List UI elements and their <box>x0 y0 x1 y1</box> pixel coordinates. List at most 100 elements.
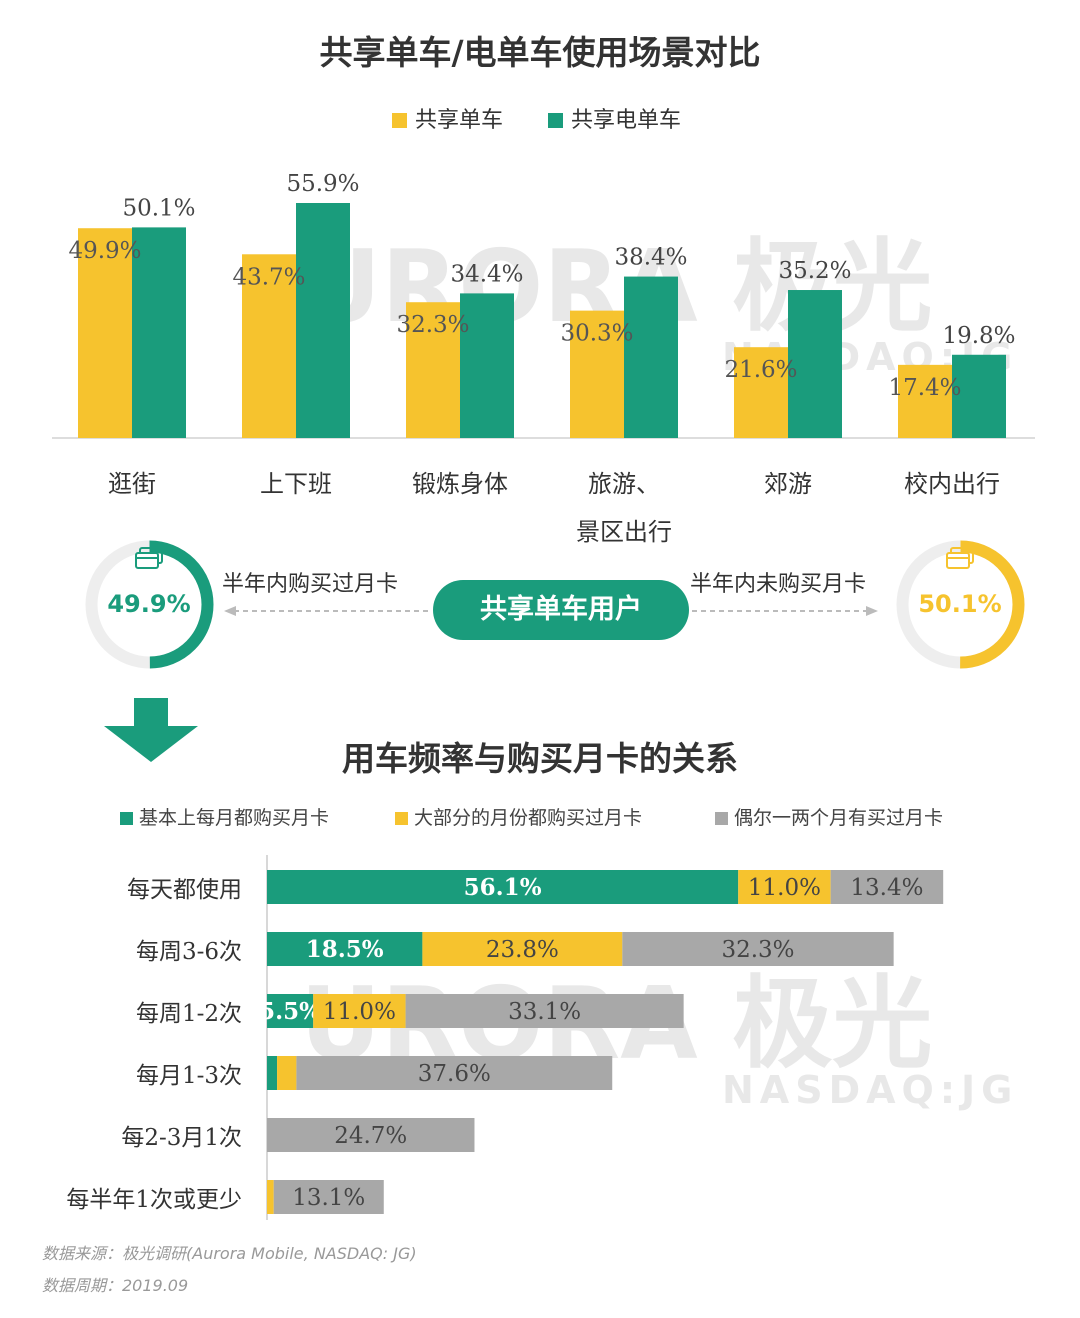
category-label: 逛街 <box>108 470 156 498</box>
bar-ebike <box>624 276 678 438</box>
data-label-bike: 30.3% <box>560 321 633 347</box>
segment-1 <box>277 1056 297 1090</box>
category-label: 景区出行 <box>576 518 672 546</box>
dashed-arrow-left <box>224 606 430 616</box>
segment-label: 11.0% <box>323 999 396 1025</box>
segment-0 <box>267 994 314 1028</box>
segment-1 <box>313 994 406 1028</box>
data-label-bike: 43.7% <box>232 264 305 290</box>
data-label-ebike: 34.4% <box>450 261 523 287</box>
segment-label: 37.6% <box>418 1061 491 1087</box>
row-label-1-3-month: 每月1-3次 <box>135 1063 242 1089</box>
segment-label: 32.3% <box>721 937 794 963</box>
legend-swatch-yellow <box>395 812 408 825</box>
caption-not-purchased: 半年内未购买月卡 <box>690 572 867 597</box>
row-label-daily: 每天都使用 <box>127 877 242 903</box>
shared-bike-users-pill: 共享单车用户 <box>433 580 689 640</box>
caption-purchased: 半年内购买过月卡 <box>222 572 399 597</box>
segment-0 <box>267 870 739 904</box>
segment-2 <box>830 870 944 904</box>
bar-ebike <box>952 354 1006 438</box>
category-label: 锻炼身体 <box>412 470 508 498</box>
chart-title-top: 共享单车/电单车使用场景对比 <box>319 33 761 72</box>
segment-2 <box>267 1118 475 1152</box>
donut-left-value: 49.9% <box>107 590 191 618</box>
legend-label: 基本上每月都购买月卡 <box>139 807 330 829</box>
segment-label: 13.4% <box>850 875 923 901</box>
data-source: 数据来源：极光调研(Aurora Mobile, NASDAQ: JG) <box>42 1244 417 1263</box>
segment-label: 5.5% <box>259 998 321 1025</box>
bar-bike <box>570 310 624 438</box>
data-label-ebike: 38.4% <box>614 245 687 271</box>
row-label-half-year: 每半年1次或更少 <box>66 1187 242 1213</box>
card-icon-left <box>133 545 167 573</box>
legend-label: 共享单车 <box>415 108 504 133</box>
row-label-2-3-month: 每2-3月1次 <box>121 1125 242 1151</box>
watermark-sub-bottom: NASDAQ:JG <box>722 1068 1019 1112</box>
legend-item-shared-ebike: 共享电单车 <box>548 102 681 134</box>
legend-swatch-yellow <box>392 113 407 128</box>
segment-label: 33.1% <box>508 999 581 1025</box>
segment-label: 18.5% <box>306 936 384 963</box>
donut-purchased <box>85 540 214 669</box>
bar-ebike <box>460 293 514 438</box>
legend-label: 共享电单车 <box>571 108 682 133</box>
data-period: 数据周期：2019.09 <box>42 1276 189 1295</box>
data-label-bike: 17.4% <box>888 375 961 401</box>
segment-label: 11.0% <box>748 875 821 901</box>
segment-2 <box>405 994 684 1028</box>
donut-arc <box>149 540 214 669</box>
bar-ebike <box>788 290 842 438</box>
segment-2 <box>622 932 894 966</box>
data-label-bike: 49.9% <box>68 238 141 264</box>
legend-swatch-green <box>120 812 133 825</box>
donut-not-purchased <box>896 540 1025 669</box>
bar-bike <box>406 302 460 438</box>
legend-swatch-green <box>548 113 563 128</box>
bar-bike <box>898 364 952 438</box>
bar-bike <box>242 254 296 438</box>
row-label-1-2-week: 每周1-2次 <box>135 1001 242 1027</box>
bar-bike <box>78 228 132 438</box>
category-label: 旅游、 <box>588 470 660 498</box>
data-label-bike: 21.6% <box>724 357 797 383</box>
segment-label: 13.1% <box>292 1185 365 1211</box>
segment-0 <box>267 1056 278 1090</box>
segment-2 <box>273 1180 384 1214</box>
segment-1 <box>422 932 623 966</box>
category-label: 郊游 <box>764 470 812 498</box>
legend-item-occasional: 偶尔一两个月有买过月卡 <box>715 803 943 830</box>
legend-label: 偶尔一两个月有买过月卡 <box>734 807 944 829</box>
chart-title-bottom: 用车频率与购买月卡的关系 <box>342 739 738 778</box>
category-label: 上下班 <box>260 470 332 498</box>
dashed-arrow-right <box>692 606 878 616</box>
legend-label: 大部分的月份都购买过月卡 <box>414 807 643 829</box>
bar-ebike <box>296 203 350 438</box>
category-label: 校内出行 <box>904 470 1000 498</box>
bar-bike <box>734 347 788 438</box>
card-icon-right <box>944 545 978 573</box>
data-label-ebike: 19.8% <box>942 323 1015 349</box>
segment-label: 24.7% <box>334 1123 407 1149</box>
legend-item-shared-bike: 共享单车 <box>392 102 503 134</box>
data-label-bike: 32.3% <box>396 312 469 338</box>
data-label-ebike: 55.9% <box>286 171 359 197</box>
frequency-stacked-bar-chart: 56.1% 11.0% 13.4%18.5% 23.8% 32.3%5.5% 11.0% 3… <box>259 855 944 1220</box>
segment-1 <box>267 1180 274 1214</box>
segment-label: 23.8% <box>486 937 559 963</box>
data-label-ebike: 50.1% <box>122 195 195 221</box>
data-label-ebike: 35.2% <box>778 258 851 284</box>
bar-ebike <box>132 227 186 438</box>
donut-right-value: 50.1% <box>918 590 1002 618</box>
segment-1 <box>738 870 831 904</box>
scenario-bar-chart: 49.9% 50.1% 逛街 43.7% 55.9% 上下班 32.3% 34.4% 锻炼身体 3… <box>52 171 1035 546</box>
down-arrow-icon <box>104 698 198 762</box>
legend-swatch-gray <box>715 812 728 825</box>
legend-item-most-months: 大部分的月份都购买过月卡 <box>395 803 642 830</box>
segment-label: 56.1% <box>464 874 542 901</box>
segment-0 <box>267 932 423 966</box>
segment-2 <box>296 1056 613 1090</box>
donut-arc <box>960 540 1025 669</box>
legend-item-monthly: 基本上每月都购买月卡 <box>120 803 329 830</box>
row-label-3-6-week: 每周3-6次 <box>135 939 242 965</box>
